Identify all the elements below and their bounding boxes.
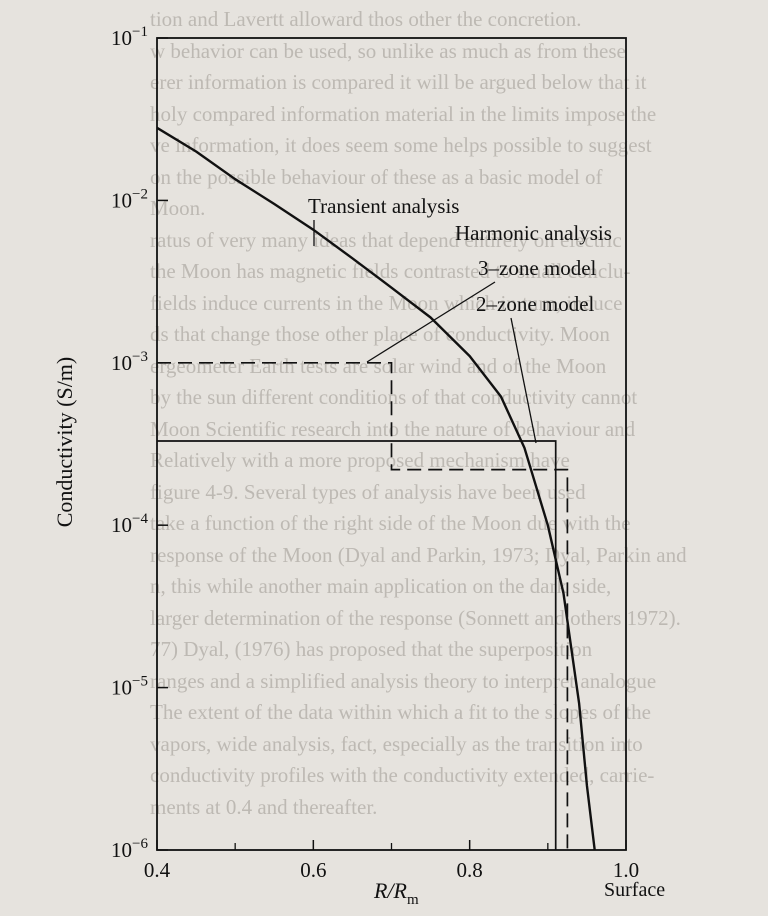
y-tick-base: 10 bbox=[111, 351, 132, 375]
x-tick-label: 1.0 bbox=[613, 858, 639, 882]
y-tick-exponent: −3 bbox=[132, 349, 148, 365]
x-axis-title-main: R/R bbox=[373, 878, 408, 903]
y-tick-label: 10−5 bbox=[111, 674, 148, 700]
y-tick-label: 10−2 bbox=[111, 186, 148, 212]
background-text-line: larger determination of the response (So… bbox=[150, 605, 681, 630]
leader-2-zone bbox=[510, 317, 537, 444]
annotations: Transient analysis Harmonic analysis 3–z… bbox=[308, 194, 612, 444]
background-text-line: figure 4-9. Several types of analysis ha… bbox=[150, 479, 586, 504]
y-tick-exponent: −6 bbox=[132, 836, 148, 852]
x-tick-label: 0.6 bbox=[300, 858, 326, 882]
background-text-line: n, this while another main application o… bbox=[150, 574, 612, 598]
background-text-line: ve information, it does seem some helps … bbox=[150, 133, 652, 157]
surface-label: Surface bbox=[604, 879, 665, 901]
y-tick-exponent: −5 bbox=[132, 674, 148, 690]
series-line-3-zone-model bbox=[157, 361, 569, 850]
background-text-line: holy compared information material in th… bbox=[150, 101, 657, 126]
y-tick-base: 10 bbox=[111, 188, 132, 212]
background-text-line: ratus of very many ideas that depend ent… bbox=[150, 227, 622, 252]
y-tick-base: 10 bbox=[111, 26, 132, 50]
y-tick-label: 10−4 bbox=[111, 511, 148, 537]
y-tick-base: 10 bbox=[111, 513, 132, 537]
background-text-line: tion and Lavertt alloward thos other the… bbox=[150, 7, 582, 31]
label-harmonic-analysis: Harmonic analysis bbox=[455, 221, 612, 245]
background-text-line: Relatively with a more proposed mechanis… bbox=[150, 448, 570, 472]
series-group bbox=[156, 126, 596, 851]
background-text-line: on the possible behaviour of these as a … bbox=[150, 164, 603, 189]
x-axis-title-subscript: m bbox=[407, 892, 419, 908]
background-text-line: ranges and a simplified analysis theory … bbox=[150, 668, 657, 693]
x-tick-label: 0.4 bbox=[144, 858, 171, 882]
x-tick-label: 0.8 bbox=[457, 858, 483, 882]
y-tick-label: 10−6 bbox=[111, 836, 148, 862]
background-text-line: by the sun different conditions of that … bbox=[150, 385, 638, 409]
y-tick-exponent: −4 bbox=[132, 511, 148, 527]
axis-ticks: 0.4 0.6 0.8 1.010−610−510−410−310−210−1 bbox=[111, 24, 639, 882]
background-text-line: erer information is compared it will be … bbox=[150, 70, 647, 94]
label-3-zone-model: 3–zone model bbox=[478, 256, 597, 280]
y-tick-label: 10−3 bbox=[111, 349, 148, 375]
y-axis-title: Conductivity (S/m) bbox=[52, 357, 77, 528]
background-text-line: the Moon has magnetic fields contrasted … bbox=[150, 259, 631, 283]
background-text-line: ergeometer Earth tests are solar wind an… bbox=[150, 353, 607, 378]
background-text-line: Moon Scientific research into the nature… bbox=[150, 416, 636, 441]
label-transient-analysis: Transient analysis bbox=[308, 194, 459, 218]
background-text-line: vapors, wide analysis, fact, especially … bbox=[150, 731, 643, 756]
label-2-zone-model: 2–zone model bbox=[476, 292, 595, 316]
background-text-line: conductivity profiles with the conductiv… bbox=[150, 763, 655, 787]
y-tick-exponent: −1 bbox=[132, 24, 148, 40]
background-text-line: fields induce currents in the Moon which… bbox=[150, 290, 623, 315]
series-line-transient-analysis bbox=[156, 126, 596, 851]
background-text-line: 77) Dyal, (1976) has proposed that the s… bbox=[150, 637, 593, 661]
leader-3-zone bbox=[366, 281, 496, 363]
y-tick-base: 10 bbox=[111, 838, 132, 862]
background-text-line: ments at 0.4 and thereafter. bbox=[150, 794, 378, 819]
background-text-line: response of the Moon (Dyal and Parkin, 1… bbox=[150, 542, 687, 567]
background-text-line: w behavior can be used, so unlike as muc… bbox=[150, 38, 626, 63]
background-text-line: ds that change those other place of cond… bbox=[150, 322, 610, 346]
y-tick-exponent: −2 bbox=[132, 186, 148, 202]
background-text-line: The extent of the data within which a fi… bbox=[150, 700, 651, 724]
y-tick-base: 10 bbox=[111, 676, 132, 700]
x-axis-title: R/Rm bbox=[373, 878, 419, 908]
series-line-2-zone-model bbox=[157, 440, 557, 850]
y-tick-label: 10−1 bbox=[111, 24, 148, 50]
